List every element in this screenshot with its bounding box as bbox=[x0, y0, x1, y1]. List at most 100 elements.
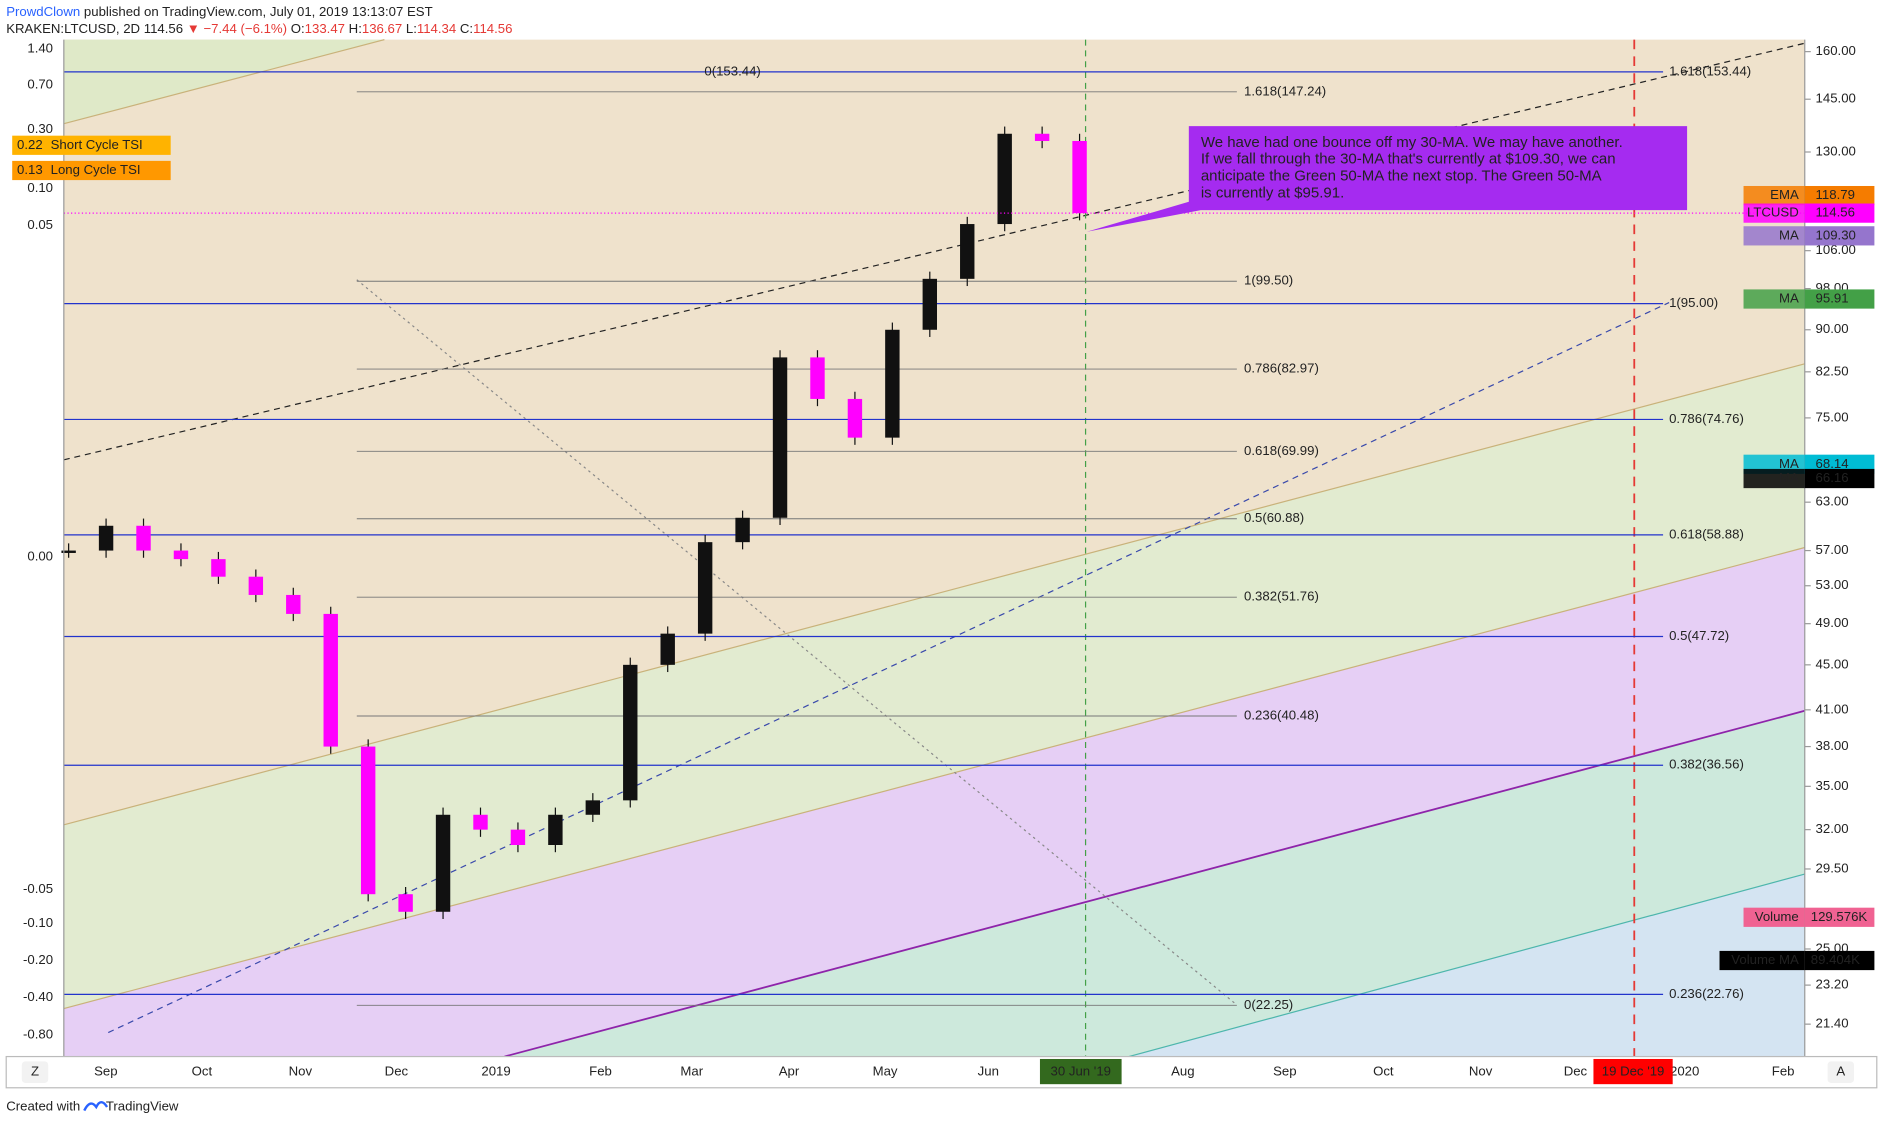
volume-tag-name-box bbox=[1719, 950, 1805, 971]
y-tick-label: 75.00 bbox=[1816, 409, 1849, 424]
price-tag-name: MA bbox=[1779, 456, 1799, 471]
channel-line bbox=[63, 546, 1805, 1010]
price-tag-name: MA bbox=[1779, 291, 1799, 306]
x-tick-label: Feb bbox=[1772, 1064, 1795, 1079]
y-tick-label: 53.00 bbox=[1816, 577, 1849, 592]
annotation-line: is currently at $95.91. bbox=[1201, 184, 1344, 201]
o-val: 133.47 bbox=[305, 22, 345, 37]
y-tick-label: 130.00 bbox=[1816, 143, 1856, 158]
current-date: 30 Jun '19 bbox=[1051, 1064, 1111, 1079]
candle bbox=[1034, 133, 1050, 141]
axes: 160.00145.00130.00106.0098.0090.0082.507… bbox=[12, 41, 1875, 1085]
price-tag-value-box bbox=[1804, 203, 1875, 223]
l: L: bbox=[406, 22, 417, 37]
volume-tag-value: 129.576K bbox=[1811, 909, 1868, 924]
fib-label: 0(153.44) bbox=[704, 63, 760, 78]
volume-tag-name: Volume MA bbox=[1731, 952, 1799, 967]
candle bbox=[548, 814, 563, 845]
zoom-button[interactable] bbox=[21, 1061, 49, 1083]
x-tick-label: Apr bbox=[779, 1064, 800, 1079]
channel-line bbox=[504, 709, 1805, 1058]
candle bbox=[61, 550, 76, 553]
candle bbox=[810, 357, 825, 399]
trend-line bbox=[63, 42, 1805, 461]
candle bbox=[286, 594, 301, 614]
y-tick-label: 32.00 bbox=[1816, 821, 1849, 836]
published: published on TradingView.com, July 01, 2… bbox=[84, 5, 433, 20]
price-tag-name: MA bbox=[1779, 470, 1799, 485]
symbol: KRAKEN:LTCUSD, 2D bbox=[6, 22, 140, 37]
auto-button-label: A bbox=[1836, 1064, 1845, 1079]
channel-line bbox=[63, 39, 385, 125]
x-tick-label: Jun bbox=[978, 1064, 999, 1079]
tsi-tag bbox=[12, 160, 171, 181]
header-line2: KRAKEN:LTCUSD, 2D 114.56 ▼ −7.44 (−6.1%)… bbox=[6, 22, 512, 37]
price-tag-name-box bbox=[1743, 468, 1805, 489]
tsi-tick-label: -0.80 bbox=[23, 1026, 53, 1041]
fib-label: 0.382(51.76) bbox=[1244, 589, 1319, 604]
candle bbox=[473, 814, 488, 830]
tsi-tag-name: Short Cycle TSI bbox=[51, 137, 143, 152]
fib-label: 0.236(22.76) bbox=[1669, 986, 1744, 1001]
candle bbox=[847, 398, 863, 438]
user[interactable]: ProwdClown bbox=[6, 5, 80, 20]
y-tick-label: 57.00 bbox=[1816, 542, 1849, 557]
y-tick-label: 35.00 bbox=[1816, 778, 1849, 793]
x-tick-label: Nov bbox=[289, 1064, 313, 1079]
annotation: We have had one bounce off my 30-MA. We … bbox=[1086, 126, 1688, 232]
x-tick-label: Aug bbox=[1171, 1064, 1194, 1079]
tsi-tick-label: -0.05 bbox=[23, 881, 53, 896]
candle bbox=[772, 357, 788, 518]
candle bbox=[997, 133, 1012, 225]
date-marker: 19 Dec '19 bbox=[1602, 1064, 1665, 1079]
y-tick-label: 49.00 bbox=[1816, 615, 1849, 630]
l-val: 114.34 bbox=[417, 22, 456, 37]
tsi-tick-label: -0.40 bbox=[23, 989, 53, 1004]
annotation-line: anticipate the Green 50-MA the next stop… bbox=[1201, 167, 1602, 184]
footer-brand[interactable]: TradingView bbox=[106, 1098, 179, 1113]
channel-line bbox=[63, 363, 1805, 826]
fib-label: 0.5(47.72) bbox=[1669, 628, 1729, 643]
price-tag-value-box bbox=[1804, 468, 1875, 489]
tsi-tag bbox=[12, 135, 171, 155]
zoom-button-label: Z bbox=[31, 1064, 39, 1079]
volume-tag-name: Volume bbox=[1755, 909, 1799, 924]
tsi-tag-value: 0.22 bbox=[17, 137, 43, 152]
candle bbox=[136, 525, 151, 551]
fib-label: 1.618(153.44) bbox=[1669, 63, 1751, 78]
x-tick-label: Oct bbox=[192, 1064, 213, 1079]
price-tag-name-box bbox=[1743, 203, 1805, 223]
tsi-tag-value: 0.13 bbox=[17, 162, 43, 177]
c-val: 114.56 bbox=[473, 22, 512, 37]
time-axis bbox=[5, 1055, 1878, 1089]
price-tag-value: 66.16 bbox=[1816, 470, 1849, 485]
annotation-box bbox=[1086, 126, 1688, 232]
y-tick-label: 160.00 bbox=[1816, 43, 1856, 58]
fib-label: 1(95.00) bbox=[1669, 295, 1718, 310]
candle bbox=[248, 576, 264, 595]
fib-label: 1.618(147.24) bbox=[1244, 83, 1326, 98]
volume-tag-value-box bbox=[1804, 950, 1875, 971]
fib-label: 0.236(40.48) bbox=[1244, 707, 1319, 722]
price-tag-value: 68.14 bbox=[1816, 456, 1849, 471]
candle bbox=[885, 329, 900, 438]
price-tag-name: MA bbox=[1779, 227, 1799, 242]
candle bbox=[323, 613, 338, 747]
price-tag-value-box bbox=[1804, 185, 1875, 206]
candle bbox=[510, 829, 526, 845]
candle bbox=[1072, 140, 1087, 214]
price-tag-name: EMA bbox=[1770, 187, 1799, 202]
x-tick-label: Oct bbox=[1373, 1064, 1394, 1079]
y-tick-label: 23.20 bbox=[1816, 977, 1849, 992]
auto-button[interactable] bbox=[1827, 1061, 1854, 1083]
volume-tag-value: 89.404K bbox=[1811, 952, 1860, 967]
x-tick-label: Sep bbox=[94, 1064, 117, 1079]
x-tick-label: Nov bbox=[1469, 1064, 1493, 1079]
annotation-line: If we fall through the 30-MA that's curr… bbox=[1201, 151, 1616, 168]
candle bbox=[585, 800, 601, 815]
fib-label: 0(22.25) bbox=[1244, 997, 1293, 1012]
x-tick-label: 2019 bbox=[481, 1064, 510, 1079]
tsi-tick-label: 0.05 bbox=[27, 217, 53, 232]
candles bbox=[61, 126, 1805, 919]
